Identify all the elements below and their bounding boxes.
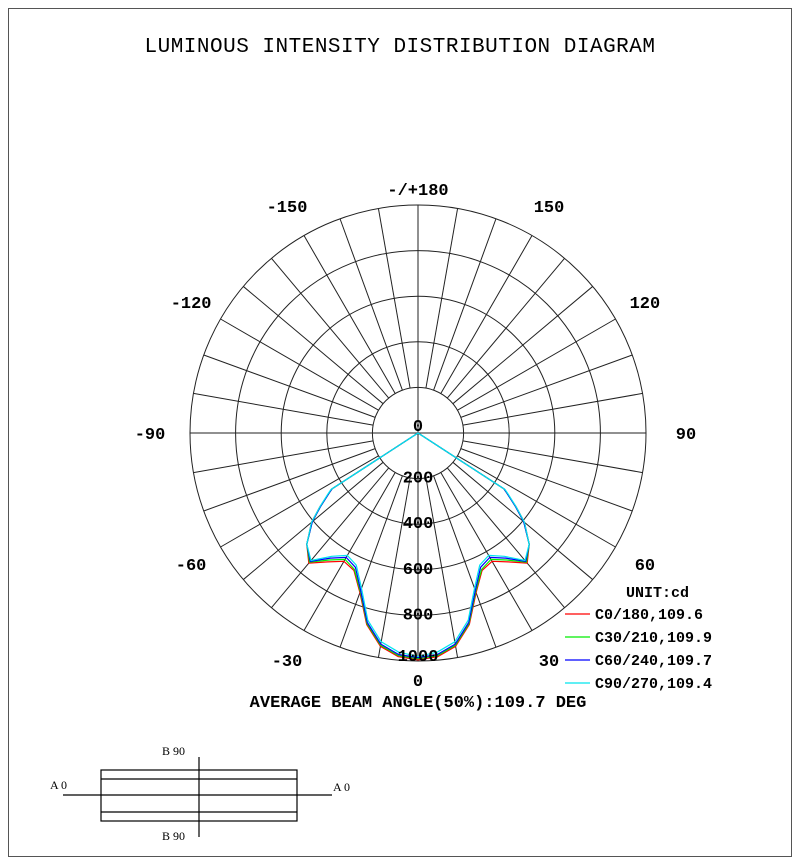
- angle-tick-label: -120: [171, 295, 212, 314]
- radial-tick-labels: 0 200 400 600 800 1000: [398, 418, 439, 667]
- grid-spoke: [271, 258, 390, 399]
- grid-spoke: [203, 448, 376, 512]
- grid-spoke: [193, 392, 374, 426]
- grid-spoke: [220, 455, 379, 548]
- angle-tick-label: -/+180: [387, 182, 448, 201]
- angle-tick-label: 120: [630, 295, 661, 314]
- legend: C0/180,109.6 C30/210,109.9 C60/240,109.7 C9…: [565, 607, 712, 693]
- grid-spoke: [462, 392, 643, 426]
- radial-tick-label: 1000: [398, 648, 439, 667]
- grid-spoke: [425, 477, 459, 658]
- angle-tick-label: 60: [635, 557, 655, 576]
- angle-tick-label: -90: [135, 426, 166, 445]
- grid-spoke: [243, 286, 384, 405]
- luminaire-orientation-diagram: B 90 B 90 A 0 A 0: [50, 744, 350, 843]
- polar-grid: [189, 204, 647, 662]
- angle-tick-label: 90: [676, 426, 696, 445]
- grid-spoke: [271, 467, 390, 608]
- angle-tick-labels: -/+180 150 120 90 60 30 0 -30 -60 -90 -120 -150: [135, 182, 697, 692]
- grid-spoke: [452, 286, 593, 405]
- angle-tick-label: 0: [413, 673, 423, 692]
- grid-spoke: [460, 448, 633, 512]
- radial-tick-label: 600: [403, 561, 434, 580]
- grid-spoke: [220, 318, 379, 411]
- legend-label: C90/270,109.4: [595, 676, 712, 693]
- grid-spoke: [440, 472, 533, 631]
- chart-title: LUMINOUS INTENSITY DISTRIBUTION DIAGRAM: [144, 36, 656, 59]
- grid-spoke: [457, 455, 616, 548]
- series-curve-3: [306, 432, 530, 657]
- angle-tick-label: -30: [272, 653, 303, 672]
- radial-tick-label: 200: [403, 470, 434, 489]
- chart-frame: [8, 8, 792, 857]
- radial-tick-label: 400: [403, 515, 434, 534]
- radial-tick-label: 0: [413, 418, 423, 437]
- a0-left-label: A 0: [50, 778, 67, 792]
- grid-spoke: [193, 440, 374, 474]
- grid-spoke: [377, 208, 411, 389]
- grid-spoke: [446, 467, 565, 608]
- grid-spoke: [462, 440, 643, 474]
- legend-label: C60/240,109.7: [595, 653, 712, 670]
- grid-spoke: [433, 475, 497, 648]
- a0-right-label: A 0: [333, 780, 350, 794]
- b90-bottom-label: B 90: [162, 829, 185, 843]
- grid-spoke: [303, 235, 396, 394]
- grid-spoke: [339, 218, 403, 391]
- angle-tick-label: -60: [176, 557, 207, 576]
- legend-label: C30/210,109.9: [595, 630, 712, 647]
- radial-tick-label: 800: [403, 606, 434, 625]
- grid-spoke: [377, 477, 411, 658]
- grid-spoke: [433, 218, 497, 391]
- series-curves: [306, 432, 530, 661]
- legend-label: C0/180,109.6: [595, 607, 703, 624]
- angle-tick-label: -150: [267, 199, 308, 218]
- angle-tick-label: 30: [539, 653, 559, 672]
- grid-spoke: [457, 318, 616, 411]
- beam-angle-annotation: AVERAGE BEAM ANGLE(50%):109.7 DEG: [250, 694, 587, 713]
- grid-spoke: [203, 354, 376, 418]
- grid-spoke: [425, 208, 459, 389]
- unit-label: UNIT:cd: [626, 585, 689, 602]
- grid-spoke: [460, 354, 633, 418]
- angle-tick-label: 150: [534, 199, 565, 218]
- grid-spoke: [339, 475, 403, 648]
- grid-spoke: [446, 258, 565, 399]
- grid-spoke: [303, 472, 396, 631]
- b90-top-label: B 90: [162, 744, 185, 758]
- grid-spoke: [440, 235, 533, 394]
